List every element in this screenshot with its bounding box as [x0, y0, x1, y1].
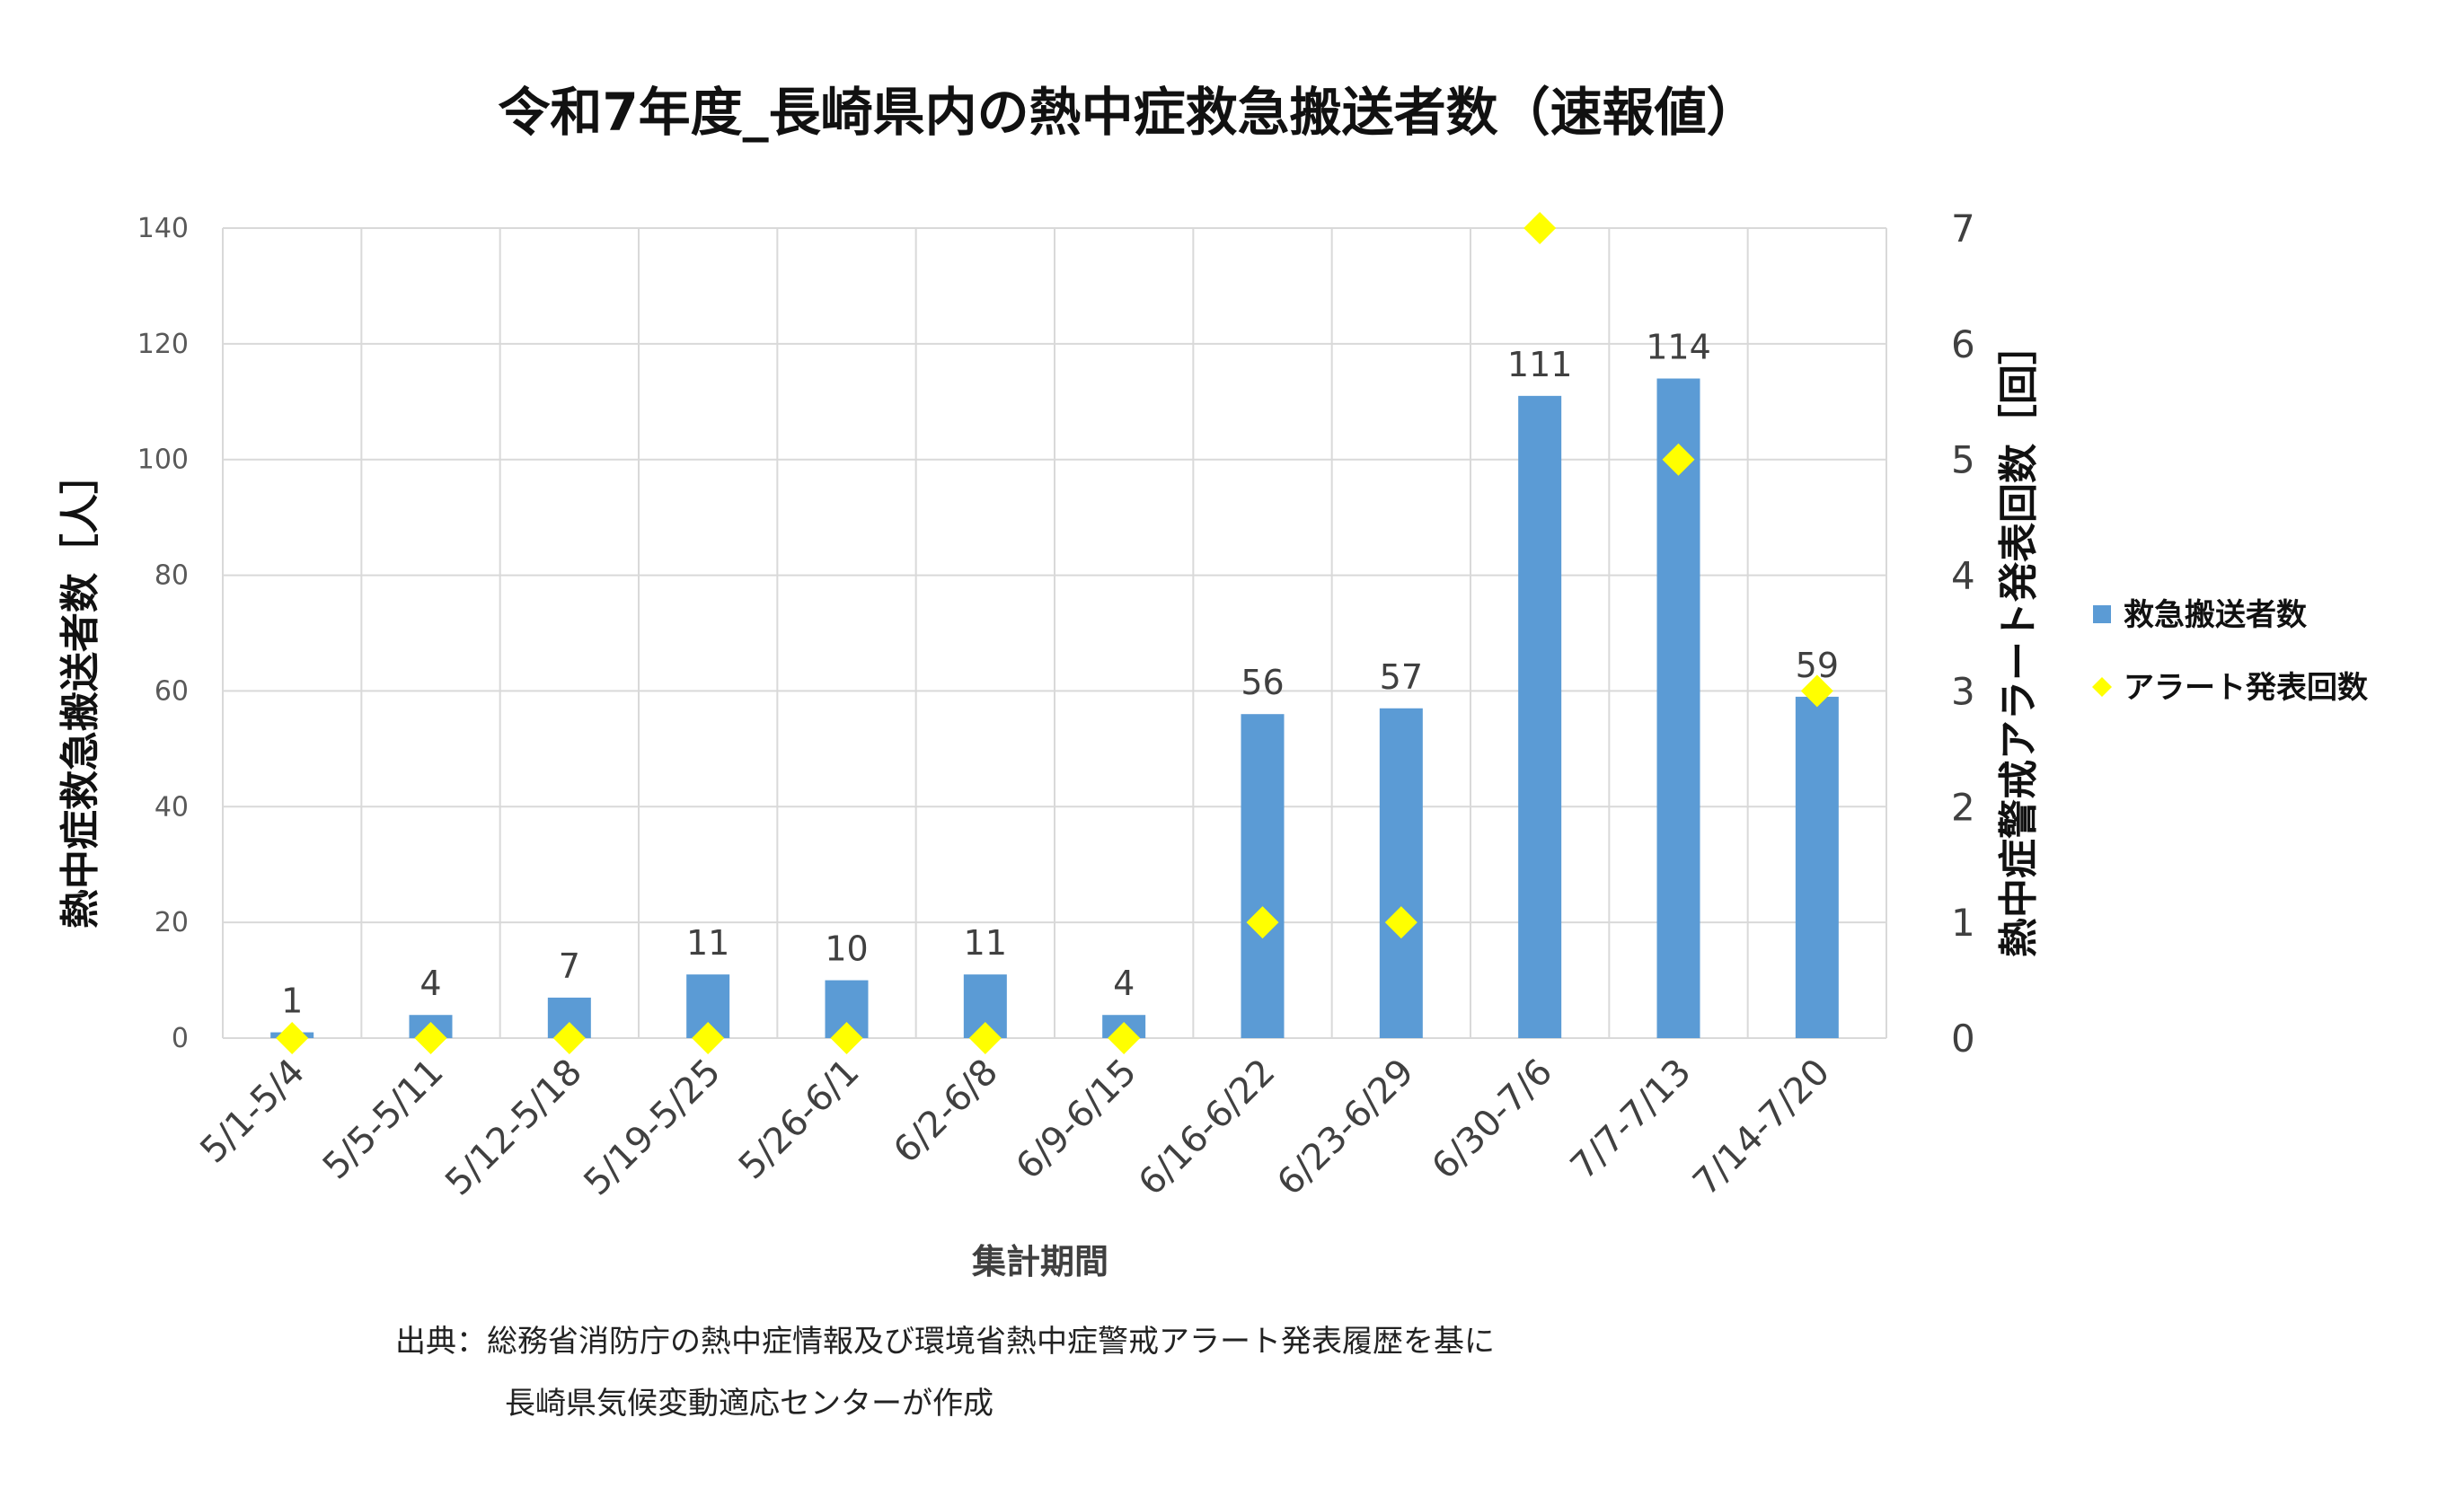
alert-marker [276, 1022, 309, 1054]
bar [1241, 714, 1285, 1038]
alert-marker [1246, 906, 1279, 939]
y2-tick-label: 1 [1951, 901, 1975, 945]
bars-layer [270, 378, 1839, 1038]
alert-marker [830, 1022, 863, 1054]
bar-data-label: 56 [1241, 663, 1284, 702]
y2-tick-label: 3 [1951, 669, 1975, 713]
bar-data-label: 11 [964, 923, 1007, 963]
x-axis-title: 集計期間 [971, 1242, 1108, 1281]
alert-marker [968, 1022, 1002, 1054]
bar-data-label: 114 [1646, 328, 1711, 367]
bar-data-label: 111 [1507, 345, 1573, 384]
y-tick-label: 100 [137, 445, 189, 476]
alert-marker [1384, 906, 1417, 939]
y2-tick-label: 0 [1951, 1017, 1975, 1061]
legend-swatch-diamond [2092, 677, 2112, 697]
markers-layer [276, 212, 1833, 1054]
alert-marker [692, 1022, 725, 1054]
left-axis-ticks: 0 20 40 60 80 100 120 140 [137, 213, 189, 1054]
y2-tick-label: 2 [1951, 785, 1975, 829]
source-line-1: 出典：総務省消防庁の熱中症情報及び環境省熱中症警戒アラート発表履歴を基に [395, 1324, 1495, 1360]
y2-tick-label: 5 [1951, 438, 1975, 482]
y-tick-label: 40 [155, 791, 189, 823]
legend: 救急搬送者数 アラート発表回数 [2092, 597, 2368, 706]
bar-data-label: 11 [686, 923, 729, 963]
alert-marker [1523, 212, 1557, 244]
y-tick-label: 80 [155, 560, 189, 592]
alert-marker [1662, 443, 1695, 476]
legend-label-diamond: アラート発表回数 [2124, 670, 2368, 706]
chart-title: 令和7年度_長崎県内の熱中症救急搬送者数（速報値） [498, 82, 1758, 143]
source-line-2: 長崎県気候変動適応センターが作成 [505, 1386, 994, 1422]
y-tick-label: 60 [155, 675, 189, 707]
alert-marker [1800, 674, 1833, 708]
bar-data-label: 4 [1113, 964, 1135, 1003]
alert-marker [414, 1022, 447, 1054]
y-axis-title: 熱中症救急搬送者数［人］ [57, 454, 103, 929]
alert-marker [552, 1022, 586, 1054]
right-axis-ticks: 0 1 2 3 4 5 6 7 [1951, 207, 1975, 1061]
y2-axis-title: 熱中症警戒アラート発表回数［回］ [1996, 325, 2042, 957]
bar-data-label: 1 [281, 982, 303, 1021]
bar-data-label: 10 [825, 929, 868, 969]
bar [1518, 395, 1562, 1038]
y-tick-label: 140 [137, 213, 189, 244]
y-tick-label: 0 [172, 1023, 189, 1054]
bar-data-label: 7 [559, 947, 580, 986]
legend-swatch-bar [2093, 605, 2111, 623]
y2-tick-label: 4 [1951, 554, 1975, 598]
y-tick-label: 120 [137, 329, 189, 360]
bar [1656, 378, 1700, 1038]
legend-label-bar: 救急搬送者数 [2124, 597, 2307, 633]
y-tick-label: 20 [155, 907, 189, 938]
grid-layer [222, 227, 1887, 1039]
bar-data-label: 57 [1380, 657, 1423, 697]
bar [1379, 708, 1423, 1038]
y2-tick-label: 6 [1951, 322, 1975, 366]
bar [1795, 696, 1839, 1038]
alert-marker [1108, 1022, 1141, 1054]
bar-data-label: 4 [419, 964, 441, 1003]
y2-tick-label: 7 [1951, 207, 1975, 251]
